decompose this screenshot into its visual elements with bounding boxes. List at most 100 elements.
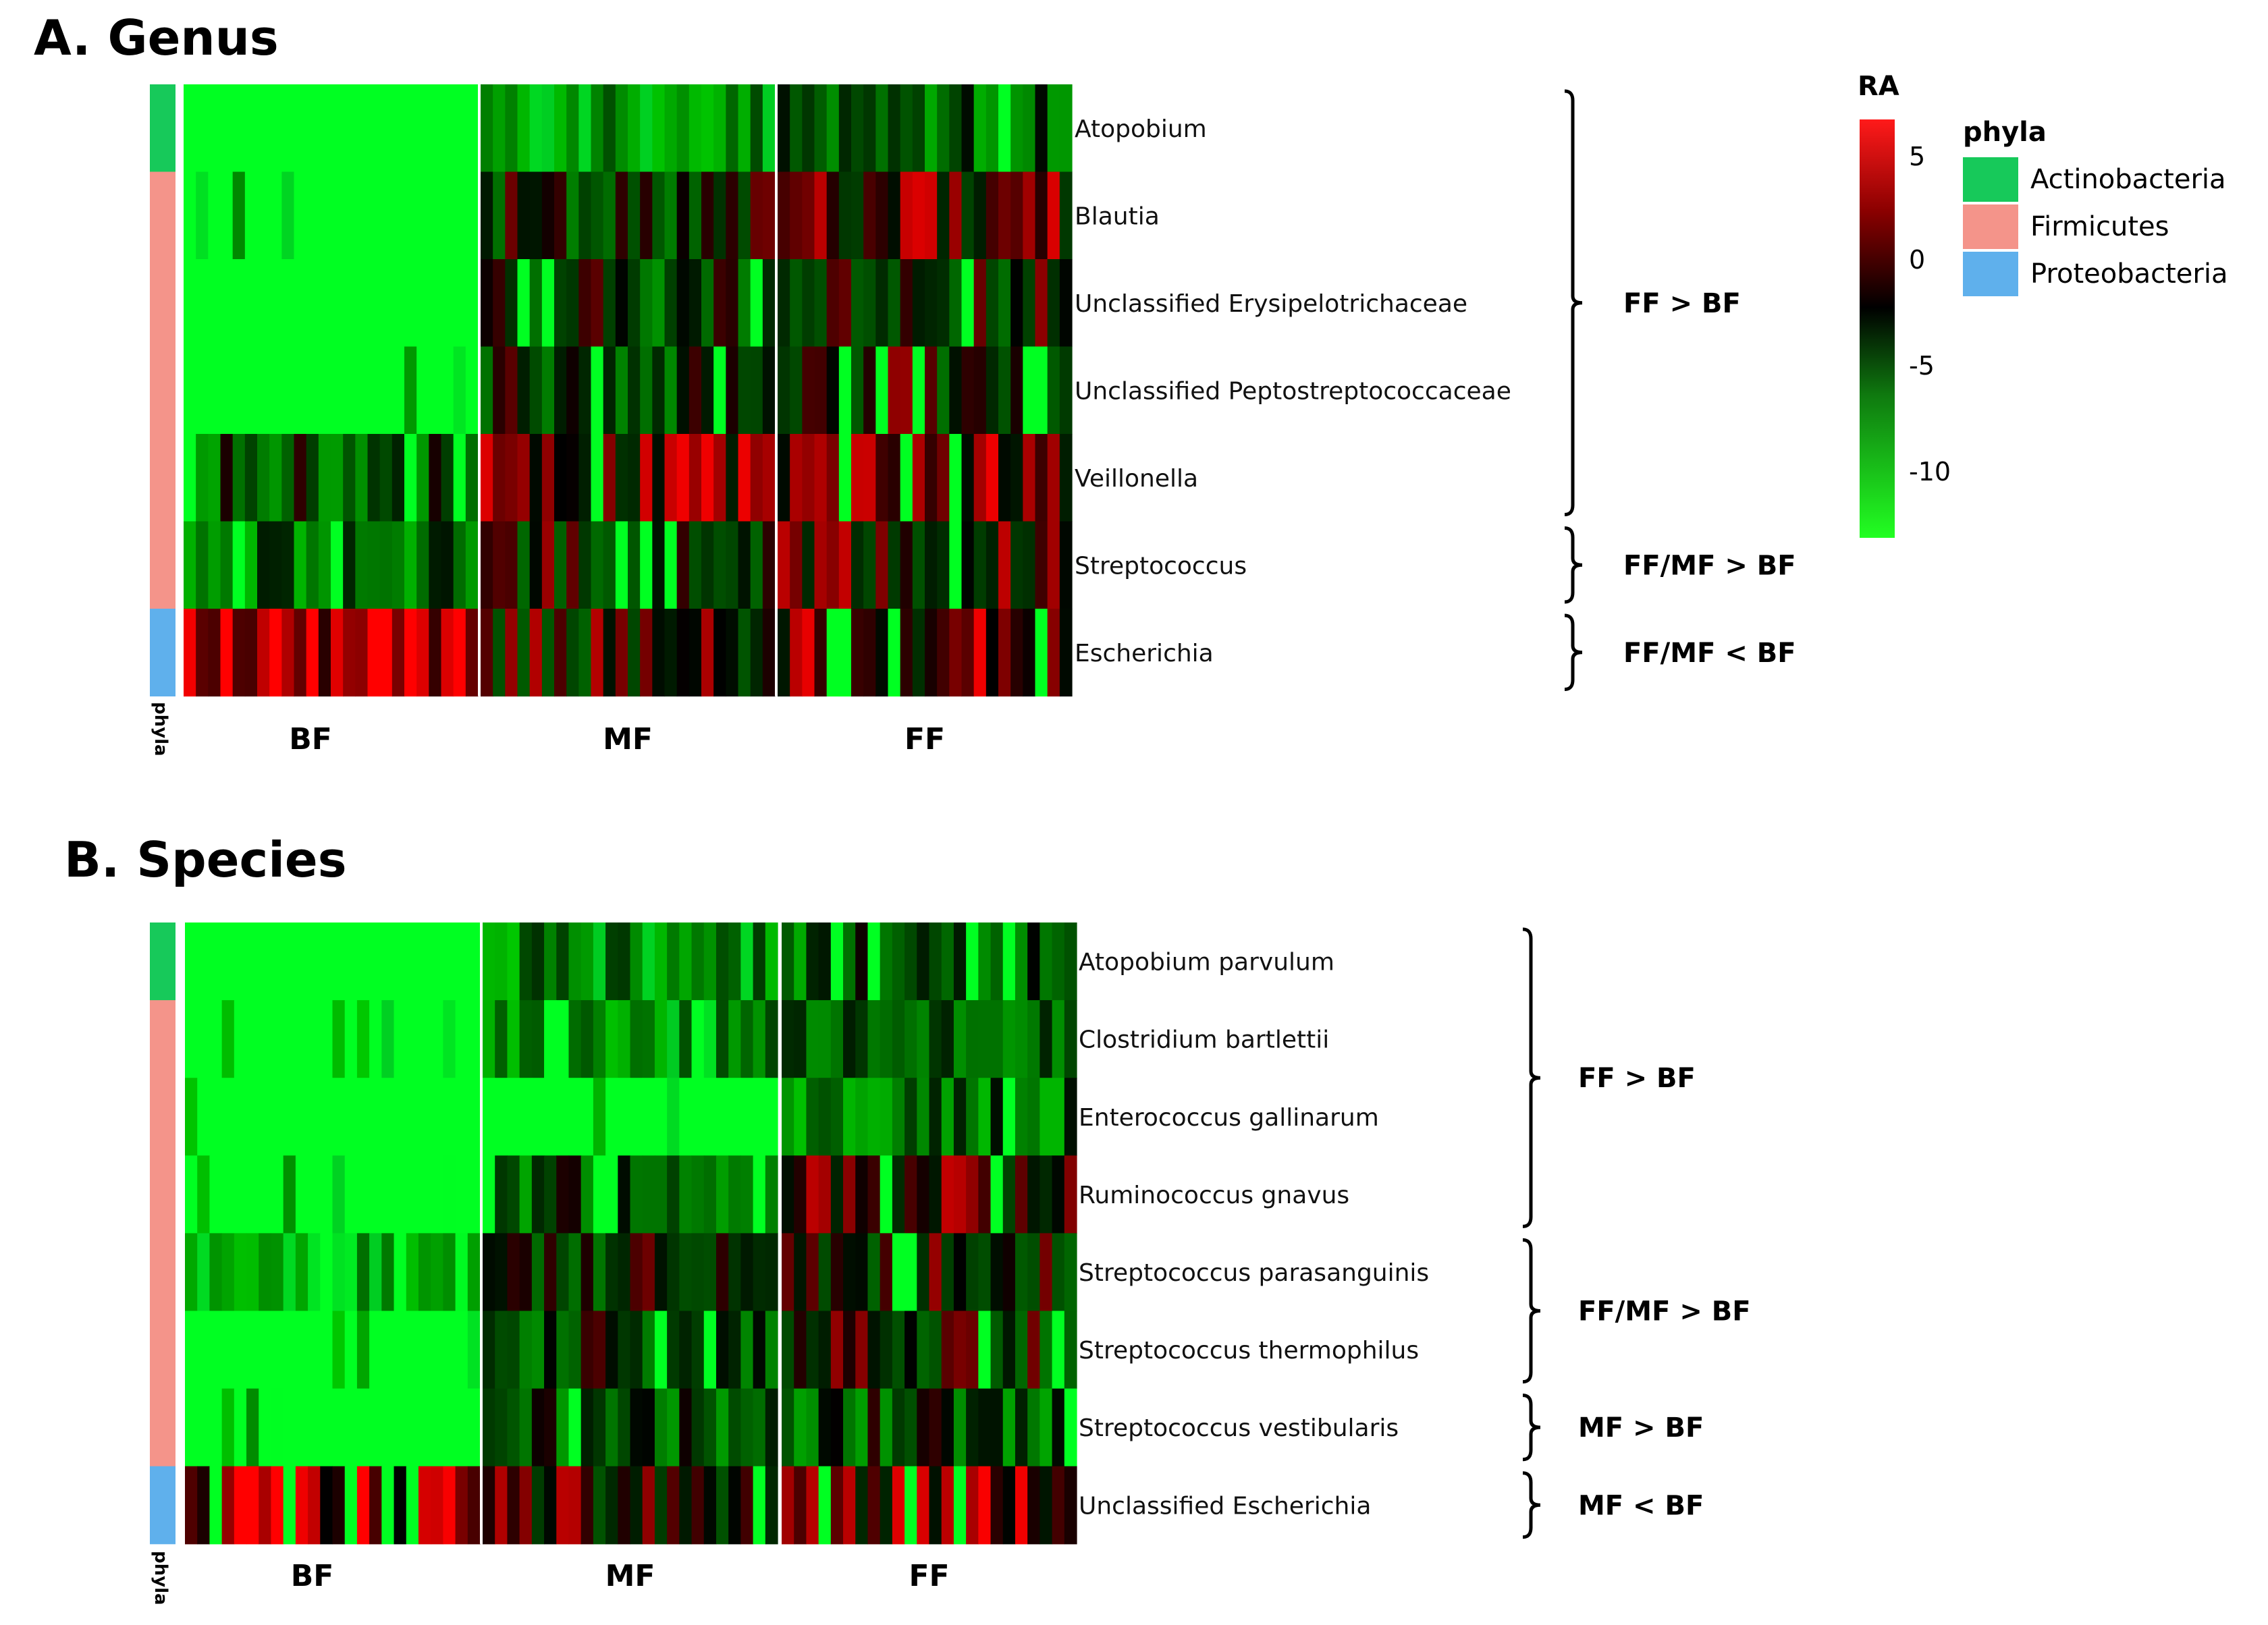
heatmap-cell — [1027, 1388, 1040, 1467]
heatmap-group-ff — [782, 922, 1077, 1545]
heatmap-cell — [455, 1388, 468, 1467]
heatmap-cell — [505, 434, 518, 522]
heatmap-cell — [320, 922, 333, 1001]
heatmap-cell — [1040, 1388, 1053, 1467]
heatmap-cell — [431, 1311, 443, 1389]
heatmap-cell — [628, 346, 641, 435]
heatmap-cell — [605, 1078, 618, 1156]
heatmap-cell — [640, 609, 653, 697]
group-separator-2 — [775, 84, 778, 696]
heatmap-cell — [973, 171, 987, 260]
heatmap-cell — [554, 521, 567, 609]
heatmap-cell — [603, 609, 616, 697]
heatmap-cell — [826, 259, 840, 348]
heatmap-cell — [875, 346, 889, 435]
heatmap-cell — [726, 609, 739, 697]
heatmap-cell — [838, 259, 852, 348]
heatmap-cell — [966, 1078, 979, 1156]
heatmap-group-ff — [778, 84, 1073, 697]
heatmap-cell — [900, 259, 913, 348]
heatmap-cell — [703, 1388, 717, 1467]
heatmap-cell — [196, 609, 209, 697]
heatmap-cell — [541, 434, 555, 522]
heatmap-cell — [998, 609, 1011, 697]
heatmap-cell — [221, 1000, 235, 1078]
heatmap-cell — [197, 1078, 211, 1156]
heatmap-cell — [929, 1155, 942, 1234]
heatmap-cell — [441, 346, 454, 435]
heatmap-cell — [431, 1233, 443, 1312]
heatmap-cell — [320, 1311, 333, 1389]
heatmap-cell — [379, 521, 393, 609]
heatmap-cell — [381, 1233, 395, 1312]
heatmap-cell — [443, 1233, 456, 1312]
heatmap-cell — [406, 1155, 419, 1234]
heatmap-cell — [234, 1311, 247, 1389]
heatmap-cell — [507, 1233, 520, 1312]
heatmap-cell — [294, 434, 307, 522]
proteobacteria-label: Proteobacteria — [2030, 258, 2228, 290]
heatmap-cell — [961, 84, 975, 173]
heatmap-cell — [814, 521, 828, 609]
heatmap-cell — [418, 1155, 431, 1234]
heatmap-cell — [838, 171, 852, 260]
heatmap-cell — [892, 1078, 905, 1156]
heatmap-cell — [986, 521, 999, 609]
heatmap-cell — [642, 1311, 655, 1389]
comparison-bracket-1 — [1564, 526, 1583, 604]
heatmap-cell — [978, 1466, 992, 1545]
heatmap-cell — [691, 1000, 705, 1078]
heatmap-cell — [855, 1155, 869, 1234]
heatmap-cell — [778, 609, 790, 697]
heatmap-cell — [740, 1466, 754, 1545]
heatmap-cell — [1010, 84, 1023, 173]
heatmap-cell — [664, 346, 678, 435]
heatmap-cell — [281, 609, 295, 697]
heatmap-cell — [332, 1233, 346, 1312]
heatmap-cell — [404, 434, 417, 522]
heatmap-cell — [429, 434, 442, 522]
heatmap-cell — [429, 521, 442, 609]
heatmap-cell — [554, 434, 567, 522]
heatmap-cell — [269, 346, 282, 435]
heatmap-cell — [615, 521, 628, 609]
heatmap-cell — [961, 609, 975, 697]
heatmap-cell — [331, 521, 344, 609]
heatmap-cell — [880, 1000, 893, 1078]
heatmap-cell — [257, 84, 270, 173]
heatmap-cell — [580, 1311, 594, 1389]
heatmap-group-mf — [481, 84, 776, 697]
heatmap-cell — [679, 1155, 693, 1234]
heatmap-cell — [465, 521, 479, 609]
heatmap-cell — [453, 171, 466, 260]
heatmap-cell — [209, 1078, 223, 1156]
heatmap-cell — [998, 259, 1011, 348]
heatmap-cell — [281, 434, 295, 522]
heatmap-cell — [556, 1466, 570, 1545]
heatmap-cell — [863, 84, 876, 173]
heatmap-cell — [605, 1233, 618, 1312]
heatmap-cell — [855, 1388, 869, 1467]
heatmap-cell — [259, 1000, 272, 1078]
heatmap-cell — [593, 1000, 606, 1078]
heatmap-cell — [306, 434, 319, 522]
heatmap-cell — [716, 1078, 729, 1156]
comparison-bracket-2 — [1522, 1394, 1541, 1462]
heatmap-cell — [701, 521, 714, 609]
heatmap-cell — [941, 1078, 954, 1156]
heatmap-cell — [196, 84, 209, 173]
heatmap-cell — [912, 346, 925, 435]
heatmap-cell — [713, 259, 726, 348]
heatmap-cell — [593, 1078, 606, 1156]
heatmap-cell — [905, 1388, 917, 1467]
heatmap-cell — [753, 922, 766, 1001]
heatmap-cell — [762, 346, 776, 435]
heatmap-cell — [880, 922, 893, 1001]
heatmap-cell — [234, 1466, 247, 1545]
heatmap-cell — [802, 259, 815, 348]
row-label-streptococcus-vestibularis: Streptococcus vestibularis — [1079, 1414, 1399, 1442]
heatmap-cell — [404, 259, 417, 348]
heatmap-cell — [863, 609, 876, 697]
heatmap-cell — [794, 1311, 807, 1389]
heatmap-cell — [851, 609, 864, 697]
